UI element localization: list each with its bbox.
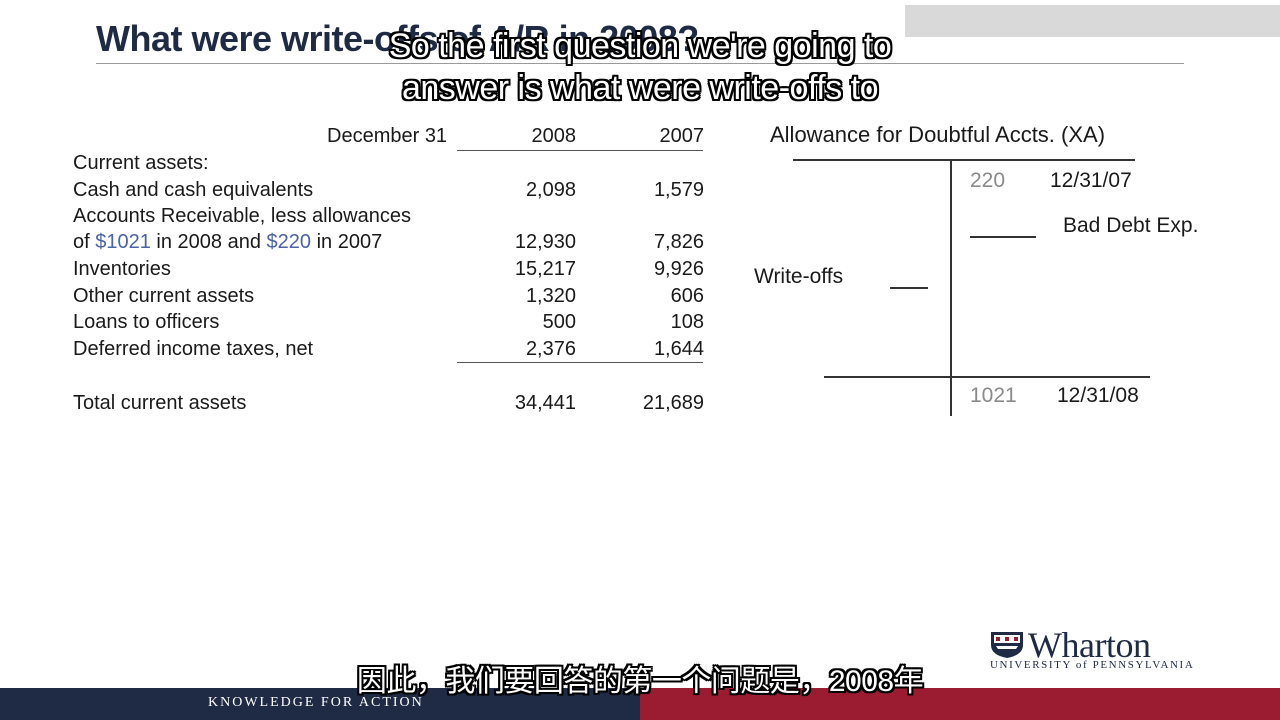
title-divider [96,63,1184,64]
bad-debt-label: Bad Debt Exp. [1063,214,1199,237]
t-account-total-line [824,376,1150,378]
bs-row-label: Other current assets [73,285,255,307]
opening-balance-date: 12/31/07 [1050,169,1132,192]
t-account-center-line [950,160,952,416]
bs-row-2008: 2,098 [525,179,576,201]
subtitle-english-line2: answer is what were write-offs to [401,69,879,107]
bs-row-label-part: of [73,231,96,253]
subtitle-chinese: 因此，我们要回答的第一个问题是，2008年 [356,665,924,698]
bs-section-label: Current assets: [73,152,209,174]
bs-row-2008: 500 [542,311,576,333]
bs-header-2008: 2008 [531,125,577,147]
bs-header-label: December 31 [327,125,448,147]
bs-row-2008: 12,930 [514,231,576,253]
slide-title: What were write-offs of A/R in 2008? [96,18,699,59]
bs-row-label-part: in 2008 and [150,231,267,253]
bs-row-label: Accounts Receivable, less allowances [73,205,411,227]
bs-row-2007: 7,826 [653,231,704,253]
wharton-logo-university: UNIVERSITY of PENNSYLVANIA [990,659,1195,671]
closing-balance-date: 12/31/08 [1057,384,1139,407]
bs-row-2007: 606 [670,285,704,307]
bs-row-2007: 1,644 [653,338,704,360]
header-gray-box [905,5,1280,37]
bs-row-2007: 108 [670,311,704,333]
footer-navy-bar [0,688,640,720]
opening-balance-amount: 220 [970,169,1006,192]
bad-debt-blank [970,236,1036,238]
bs-row-label: Loans to officers [73,311,220,333]
write-offs-blank [890,287,928,289]
closing-balance-amount: 1021 [970,384,1017,407]
bs-total-2007: 21,689 [642,392,704,414]
allowance-2008-amount: $1021 [95,231,151,253]
t-account-top-line [793,159,1135,161]
bs-row-label: Inventories [73,258,171,280]
footer-tagline: KNOWLEDGE FOR ACTION [208,695,424,710]
bs-row-2008: 2,376 [525,338,576,360]
subtitle-english-line1: So the first question we're going to [388,27,892,65]
bs-subtotal-rule [457,362,703,363]
bs-row-label: Deferred income taxes, net [73,338,314,360]
t-account-title: Allowance for Doubtful Accts. (XA) [770,122,1106,147]
bs-header-rule [457,150,703,151]
wharton-shield-icon [991,632,1023,658]
bs-total-label: Total current assets [73,392,247,414]
bs-row-label-part: in 2007 [311,231,383,253]
bs-row-label: of $1021 in 2008 and $220 in 2007 [73,231,382,254]
bs-row-2008: 1,320 [525,285,576,307]
wharton-logo-wordmark: Wharton [1028,625,1151,665]
allowance-2007-amount: $220 [266,231,312,253]
write-offs-label: Write-offs [754,265,844,288]
bs-row-label: Cash and cash equivalents [73,179,314,201]
bs-row-2008: 15,217 [514,258,576,280]
bs-header-2007: 2007 [659,125,705,147]
bs-row-2007: 9,926 [653,258,704,280]
bs-row-2007: 1,579 [653,179,704,201]
bs-total-2008: 34,441 [514,392,576,414]
footer-crimson-bar [640,688,1280,720]
